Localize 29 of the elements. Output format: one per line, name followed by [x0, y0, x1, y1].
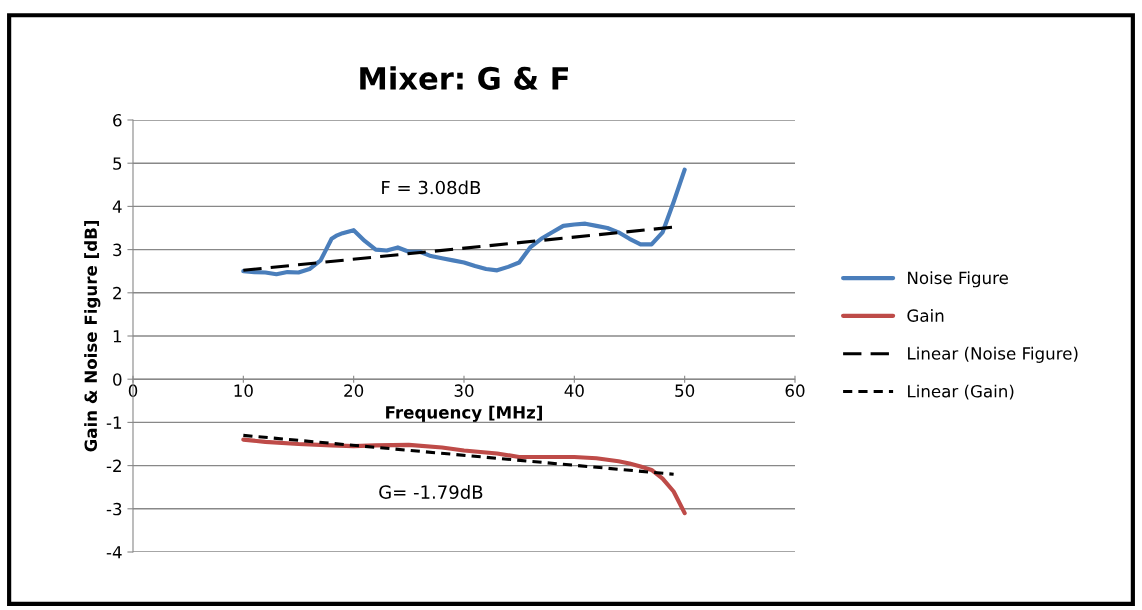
y-tick-label: -3	[106, 502, 122, 516]
y-tick-label: 1	[113, 330, 122, 343]
legend-label: Gain	[907, 309, 944, 322]
x-tick-label: 10	[234, 384, 253, 397]
y-axis-title: Gain & Noise Figure [dB]	[84, 221, 101, 452]
annotation: G= -1.79dB	[379, 484, 483, 499]
y-tick-label: 2	[113, 286, 121, 300]
x-axis-title: Frequency [MHz]	[386, 405, 542, 423]
y-tick-label: 4	[112, 200, 122, 213]
y-tick-label: 0	[113, 373, 122, 386]
legend-label: Linear (Noise Figure)	[908, 346, 1078, 363]
x-tick-label: 30	[454, 384, 474, 397]
y-tick-label: -2	[106, 459, 121, 472]
annotation: F = 3.08dB	[382, 180, 481, 195]
y-tick-label: 6	[113, 113, 122, 127]
x-tick-label: 20	[344, 384, 364, 397]
x-tick-label: 50	[675, 384, 695, 397]
y-tick-label: -1	[106, 416, 122, 429]
line-series	[241, 167, 687, 277]
x-tick-label: 60	[785, 384, 805, 397]
chart-title: Mixer: G & F	[360, 66, 568, 90]
x-tick-label: 0	[128, 384, 138, 397]
y-tick-label: 5	[113, 157, 122, 170]
y-tick-label: -4	[106, 546, 122, 559]
y-tick-label: 3	[113, 243, 122, 257]
legend-label: Linear (Gain)	[908, 384, 1014, 400]
legend-label: Noise Figure	[908, 271, 1008, 288]
line-series	[241, 437, 687, 516]
x-tick-label: 40	[564, 384, 584, 397]
